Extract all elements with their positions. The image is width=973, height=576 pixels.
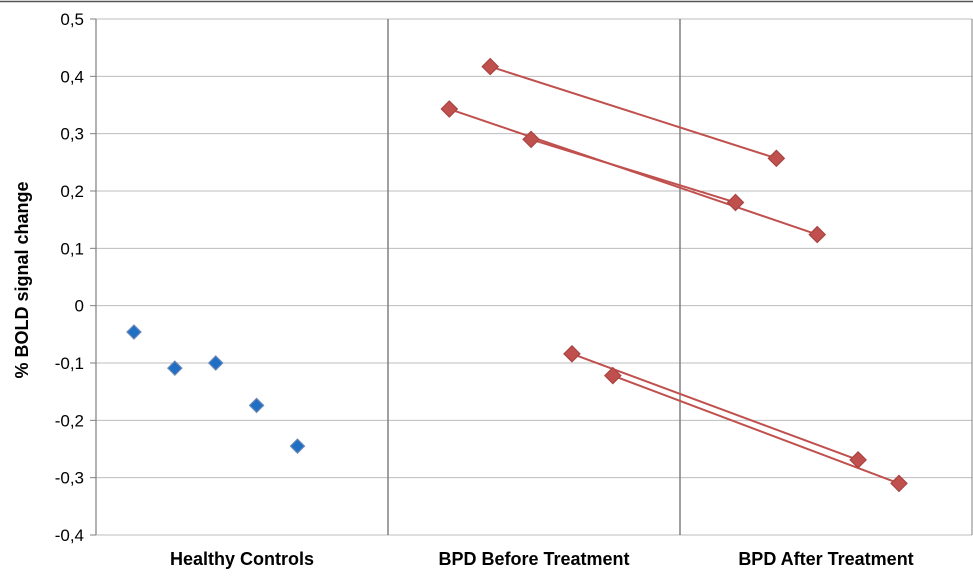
healthy-control-marker: [166, 360, 183, 377]
y-tick-label: -0,3: [55, 469, 84, 488]
x-category-labels: Healthy Controls BPD Before Treatment BPD …: [170, 549, 914, 569]
plot-frame: [0, 0, 973, 535]
bpd-before-marker: [440, 100, 459, 118]
data-markers: [126, 57, 908, 493]
pair-line: [530, 138, 736, 204]
bpd-after-marker: [849, 451, 867, 469]
bpd-before-marker: [522, 130, 540, 149]
bpd-after-marker: [808, 225, 827, 244]
y-tick-label: -0,2: [55, 411, 84, 430]
y-tick-label: 0,3: [60, 125, 84, 144]
y-tick-label: 0,5: [60, 10, 84, 29]
y-tick-label: 0,4: [60, 67, 84, 86]
x-category-label: Healthy Controls: [170, 549, 314, 569]
y-tick-label: 0,2: [60, 182, 84, 201]
y-tick-label: -0,1: [55, 354, 84, 373]
pair-line: [571, 352, 859, 461]
y-tick-label: 0: [75, 297, 84, 316]
y-tick-label: -0,4: [55, 526, 84, 545]
gridlines: [90, 18, 972, 536]
healthy-control-marker: [207, 355, 224, 371]
bpd-after-marker: [726, 193, 745, 212]
y-axis-label: % BOLD signal change: [12, 181, 32, 378]
bpd-after-marker: [890, 474, 908, 493]
healthy-control-marker: [248, 397, 265, 414]
healthy-control-marker: [126, 324, 142, 340]
x-category-label: BPD Before Treatment: [438, 549, 629, 569]
bpd-before-marker: [563, 344, 581, 363]
y-tick-label: 0,1: [60, 239, 84, 258]
bpd-before-marker: [481, 57, 500, 76]
y-tick-labels: 0,5 0,4 0,3 0,2 0,1 0 -0,1 -0,2 -0,3 -0,4: [55, 10, 84, 545]
bpd-after-marker: [767, 149, 786, 168]
pair-line: [489, 65, 777, 160]
bpd-before-marker: [603, 366, 622, 385]
healthy-control-marker: [289, 438, 306, 454]
paired-lines: [448, 65, 900, 485]
x-category-label: BPD After Treatment: [738, 549, 913, 569]
pair-line: [612, 374, 900, 485]
